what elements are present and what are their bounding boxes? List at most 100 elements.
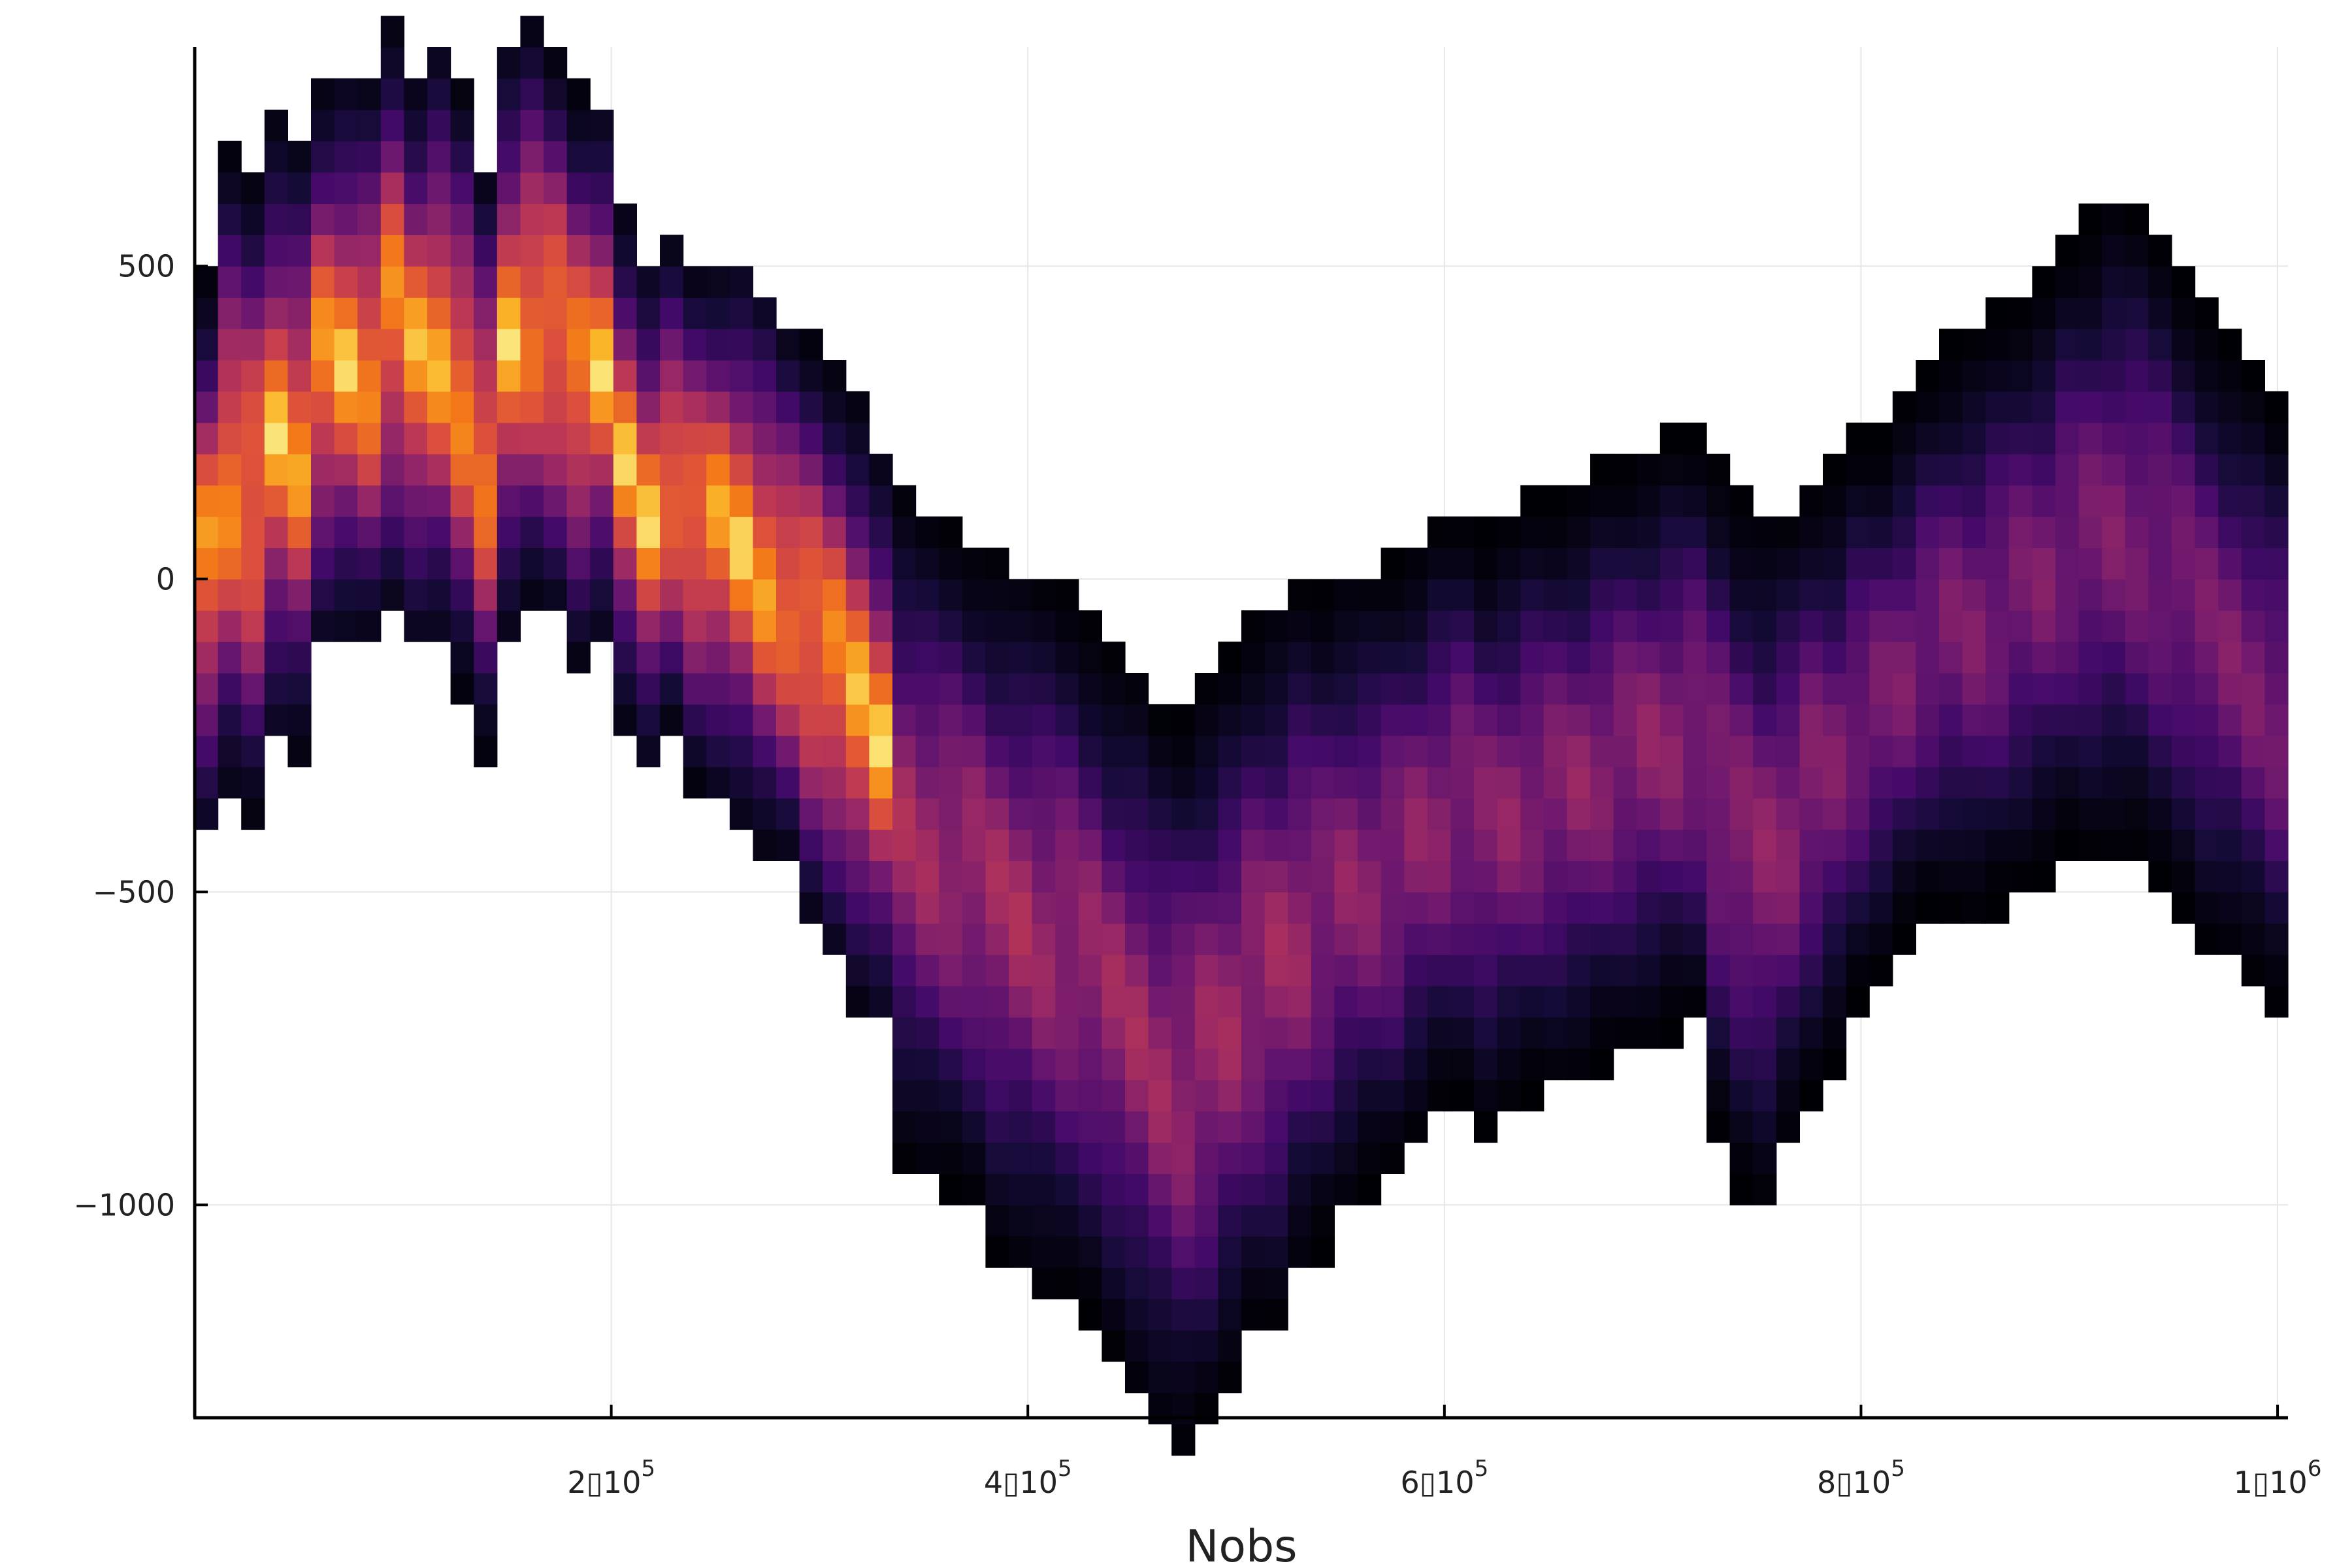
heatmap-cell xyxy=(1799,955,1823,987)
heatmap-cell xyxy=(380,329,404,361)
heatmap-cell xyxy=(706,453,730,486)
heatmap-cell xyxy=(636,735,661,768)
heatmap-cell xyxy=(1985,453,2010,486)
heatmap-cell xyxy=(1194,1017,1218,1049)
heatmap-cell xyxy=(1590,610,1614,642)
heatmap-cell xyxy=(753,329,777,361)
heatmap-cell xyxy=(823,766,847,799)
heatmap-cell xyxy=(1543,986,1567,1018)
heatmap-cell xyxy=(799,453,823,486)
heatmap-cell xyxy=(1776,892,1800,924)
heatmap-cell xyxy=(776,579,800,611)
heatmap-cell xyxy=(1543,860,1567,892)
heatmap-cell xyxy=(1869,422,1893,455)
heatmap-cell xyxy=(1288,579,1312,611)
heatmap-cell xyxy=(474,422,498,455)
heatmap-cell xyxy=(985,829,1009,861)
heatmap-cell xyxy=(2078,829,2102,861)
heatmap-cell xyxy=(1659,579,1684,611)
heatmap-cell xyxy=(1148,1299,1172,1331)
heatmap-cell xyxy=(2125,766,2149,799)
heatmap-cell xyxy=(1055,1267,1079,1299)
heatmap-cell xyxy=(1032,1079,1056,1112)
heatmap-cell xyxy=(2125,422,2149,455)
heatmap-cell xyxy=(683,453,707,486)
heatmap-cell xyxy=(380,422,404,455)
heatmap-cell xyxy=(845,579,870,611)
heatmap-cell xyxy=(2078,391,2102,423)
heatmap-cell xyxy=(2148,329,2172,361)
heatmap-cell xyxy=(1241,642,1266,674)
heatmap-cell xyxy=(2241,516,2265,548)
heatmap-cell xyxy=(264,642,288,674)
heatmap-cell xyxy=(683,642,707,674)
heatmap-cell xyxy=(1427,1048,1451,1081)
heatmap-cell xyxy=(1543,610,1567,642)
heatmap-cell xyxy=(2055,829,2080,861)
heatmap-cell xyxy=(590,360,614,392)
heatmap-cell xyxy=(1055,642,1079,674)
heatmap-cell xyxy=(799,673,823,705)
heatmap-cell xyxy=(1497,642,1521,674)
heatmap-cell xyxy=(1659,735,1684,768)
heatmap-cell xyxy=(2264,986,2289,1018)
heatmap-cell xyxy=(1264,610,1288,642)
heatmap-cell xyxy=(753,422,777,455)
heatmap-cell xyxy=(776,735,800,768)
heatmap-cell xyxy=(2032,735,2056,768)
heatmap-cell xyxy=(1962,391,1986,423)
heatmap-cell xyxy=(544,547,568,580)
heatmap-cell xyxy=(1264,642,1288,674)
heatmap-cell xyxy=(1055,860,1079,892)
heatmap-cell xyxy=(195,735,219,768)
heatmap-cell xyxy=(1567,923,1591,955)
heatmap-cell xyxy=(2264,766,2289,799)
heatmap-cell xyxy=(1404,766,1428,799)
heatmap-cell xyxy=(1590,735,1614,768)
heatmap-cell xyxy=(1474,1017,1498,1049)
heatmap-cell xyxy=(1288,829,1312,861)
heatmap-cell xyxy=(1380,1111,1405,1143)
heatmap-cell xyxy=(753,642,777,674)
heatmap-cell xyxy=(1078,1142,1102,1174)
heatmap-cell xyxy=(1358,735,1382,768)
heatmap-cell xyxy=(1450,798,1475,830)
heatmap-cell xyxy=(1241,1299,1266,1331)
heatmap-cell xyxy=(2218,892,2242,924)
heatmap-cell xyxy=(264,704,288,736)
heatmap-cell xyxy=(2032,422,2056,455)
heatmap-cell xyxy=(1427,892,1451,924)
heatmap-cell xyxy=(1637,766,1661,799)
heatmap-cell xyxy=(1194,1392,1218,1425)
heatmap-cell xyxy=(636,673,661,705)
heatmap-cell xyxy=(1846,610,1870,642)
heatmap-cell xyxy=(474,704,498,736)
heatmap-cell xyxy=(2218,923,2242,955)
heatmap-cell xyxy=(287,203,312,235)
heatmap-cell xyxy=(427,422,451,455)
heatmap-cell xyxy=(753,453,777,486)
heatmap-cell xyxy=(2102,235,2126,267)
heatmap-cell xyxy=(1358,1111,1382,1143)
heatmap-cell xyxy=(287,422,312,455)
heatmap-cell xyxy=(218,203,242,235)
heatmap-cell xyxy=(1218,829,1242,861)
heatmap-cell xyxy=(1288,1142,1312,1174)
heatmap-cell xyxy=(2125,203,2149,235)
heatmap-cell xyxy=(427,297,451,329)
heatmap-cell xyxy=(241,329,265,361)
x-tick-mantissa: 8 xyxy=(1817,1465,1836,1500)
heatmap-cell xyxy=(2264,860,2289,892)
heatmap-cell xyxy=(1753,1111,1777,1143)
heatmap-cell xyxy=(1474,923,1498,955)
heatmap-cell xyxy=(1009,1236,1033,1268)
heatmap-cell xyxy=(1404,986,1428,1018)
heatmap-cell xyxy=(218,610,242,642)
heatmap-cell xyxy=(660,453,684,486)
heatmap-cell xyxy=(1055,1017,1079,1049)
heatmap-cell xyxy=(962,1017,986,1049)
heatmap-cell xyxy=(892,642,917,674)
heatmap-cell xyxy=(2218,610,2242,642)
heatmap-cell xyxy=(1474,579,1498,611)
heatmap-cell xyxy=(1497,547,1521,580)
